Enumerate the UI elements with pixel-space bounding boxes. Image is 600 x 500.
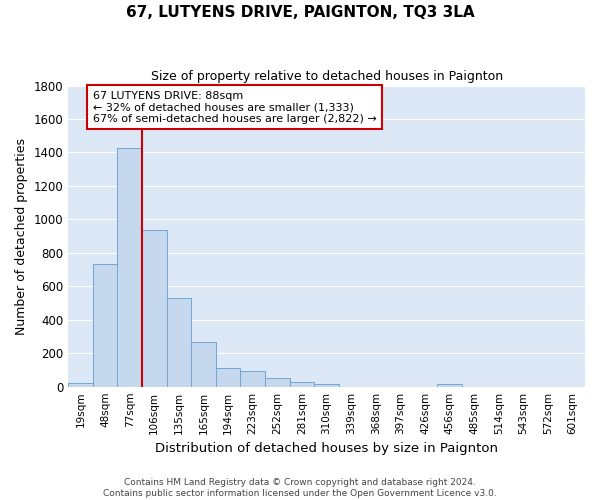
Bar [191, 342, 216, 386]
Bar [93, 264, 118, 386]
Bar [314, 384, 339, 386]
Title: Size of property relative to detached houses in Paignton: Size of property relative to detached ho… [151, 70, 503, 83]
Text: Contains HM Land Registry data © Crown copyright and database right 2024.
Contai: Contains HM Land Registry data © Crown c… [103, 478, 497, 498]
Y-axis label: Number of detached properties: Number of detached properties [15, 138, 28, 334]
Bar [118, 148, 142, 386]
Bar [68, 384, 93, 386]
Bar [241, 371, 265, 386]
X-axis label: Distribution of detached houses by size in Paignton: Distribution of detached houses by size … [155, 442, 498, 455]
Bar [216, 368, 241, 386]
Bar [142, 230, 167, 386]
Text: 67, LUTYENS DRIVE, PAIGNTON, TQ3 3LA: 67, LUTYENS DRIVE, PAIGNTON, TQ3 3LA [125, 5, 475, 20]
Bar [167, 298, 191, 386]
Bar [290, 382, 314, 386]
Text: 67 LUTYENS DRIVE: 88sqm
← 32% of detached houses are smaller (1,333)
67% of semi: 67 LUTYENS DRIVE: 88sqm ← 32% of detache… [93, 90, 377, 124]
Bar [437, 384, 462, 386]
Bar [265, 378, 290, 386]
